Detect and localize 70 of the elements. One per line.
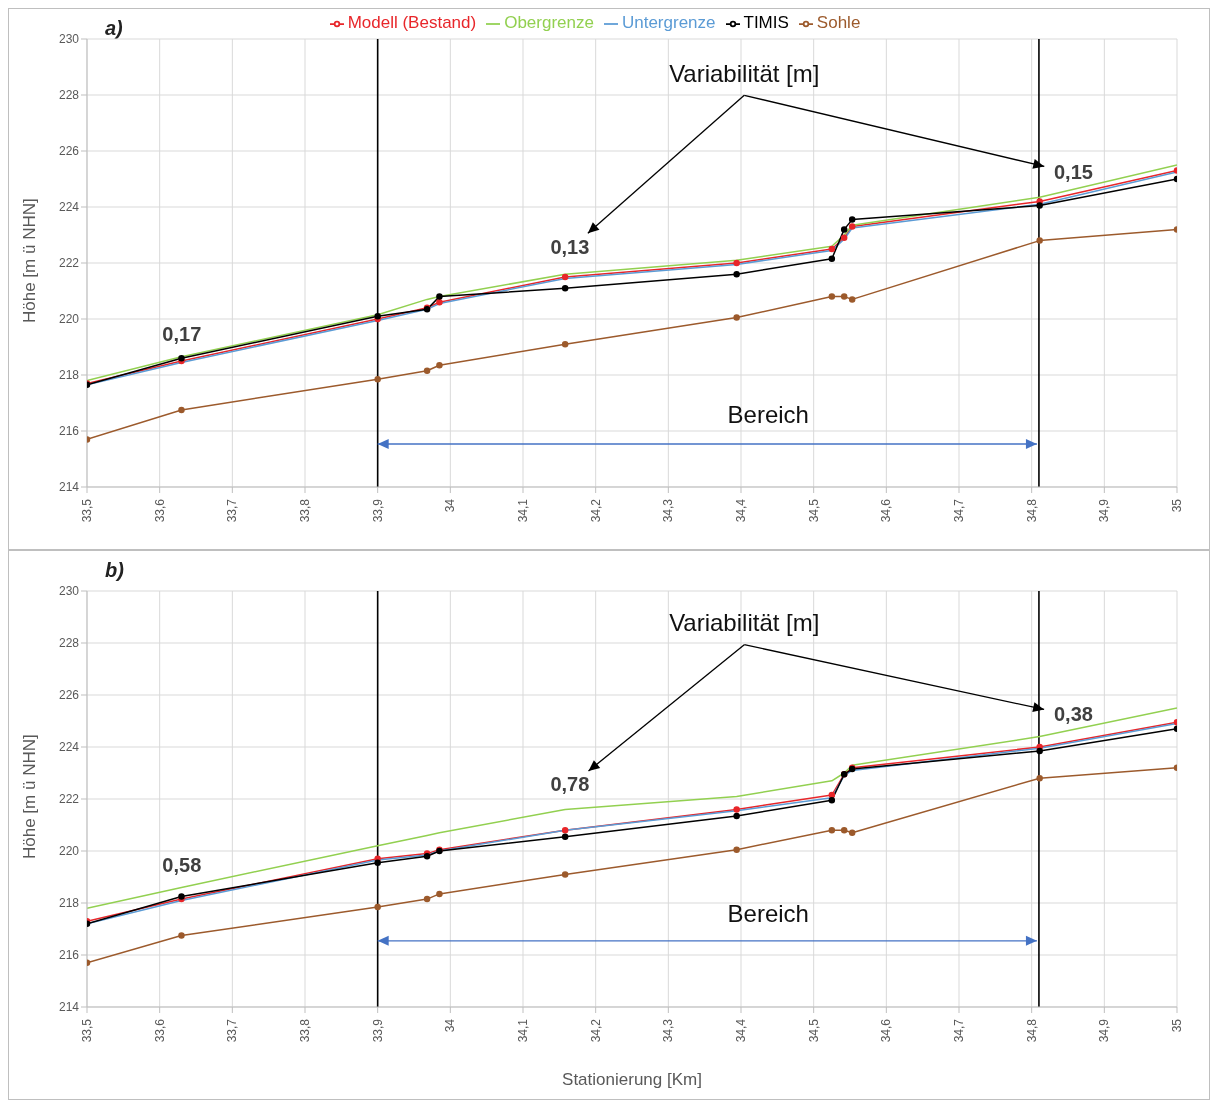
x-tick-label: 34,1 bbox=[516, 1018, 530, 1043]
x-tick-label: 34,5 bbox=[806, 1018, 821, 1043]
x-tick-label: 34,8 bbox=[1024, 498, 1039, 523]
y-tick-label: 222 bbox=[58, 256, 80, 271]
x-tick-label: 35 bbox=[1170, 1018, 1184, 1033]
y-tick-label: 230 bbox=[58, 32, 80, 47]
y-tick-label: 216 bbox=[58, 948, 80, 963]
annotation: 0,15 bbox=[1053, 160, 1093, 183]
y-tick-label: 218 bbox=[58, 368, 80, 383]
y-tick-label: 214 bbox=[58, 480, 80, 495]
legend-label: Modell (Bestand) bbox=[347, 13, 477, 32]
x-tick-label: 34,4 bbox=[734, 1018, 748, 1043]
x-tick-label: 33,8 bbox=[298, 498, 312, 523]
annotation: 0,38 bbox=[1053, 703, 1093, 726]
annotation: Bereich bbox=[727, 900, 809, 928]
annotation: 0,58 bbox=[162, 853, 202, 876]
y-tick-label: 220 bbox=[58, 844, 80, 859]
legend-label: TIMIS bbox=[743, 13, 789, 32]
y-tick-label: 228 bbox=[58, 636, 80, 651]
x-tick-label: 34,5 bbox=[806, 498, 821, 523]
x-tick-label: 34,2 bbox=[588, 1018, 603, 1043]
x-tick-label: 34 bbox=[443, 1018, 458, 1033]
x-tick-label: 34,7 bbox=[952, 498, 966, 523]
y-tick-label: 222 bbox=[58, 792, 80, 807]
x-tick-label: 34,1 bbox=[516, 498, 530, 523]
x-tick-label: 33,6 bbox=[152, 1018, 167, 1043]
x-tick-label: 35 bbox=[1170, 498, 1184, 513]
chart-title: b) bbox=[105, 559, 124, 582]
x-tick-label: 34,6 bbox=[879, 498, 894, 523]
y-tick-label: 224 bbox=[58, 740, 80, 755]
annotation: Variabilität [m] bbox=[669, 609, 820, 637]
x-tick-label: 34,3 bbox=[661, 498, 676, 523]
y-tick-label: 220 bbox=[58, 312, 80, 327]
annotation: Bereich bbox=[727, 401, 809, 429]
x-tick-label: 34 bbox=[443, 498, 458, 513]
x-tick-label: 33,6 bbox=[152, 498, 167, 523]
x-tick-label: 34,6 bbox=[879, 1018, 894, 1043]
y-axis-title: Höhe [m ü NHN] bbox=[20, 734, 40, 859]
y-tick-label: 226 bbox=[58, 144, 80, 159]
y-tick-label: 218 bbox=[58, 896, 80, 911]
x-tick-label: 33,5 bbox=[80, 1018, 94, 1043]
x-tick-label: 34,3 bbox=[661, 1018, 676, 1043]
chart-title: a) bbox=[105, 17, 123, 40]
y-tick-label: 216 bbox=[58, 424, 80, 439]
x-tick-label: 34,4 bbox=[734, 498, 748, 523]
annotation: 0,78 bbox=[550, 773, 590, 796]
x-tick-label: 33,9 bbox=[370, 498, 385, 523]
x-tick-label: 34,9 bbox=[1097, 498, 1112, 523]
legend-label: Obergrenze bbox=[504, 13, 594, 32]
x-axis-title: Stationierung [Km] bbox=[562, 1070, 702, 1089]
y-tick-label: 214 bbox=[58, 1000, 80, 1015]
x-tick-label: 33,7 bbox=[225, 1018, 240, 1043]
x-tick-label: 34,2 bbox=[588, 498, 603, 523]
x-tick-label: 34,7 bbox=[952, 1018, 966, 1043]
annotation: Variabilität [m] bbox=[669, 59, 820, 87]
y-tick-label: 224 bbox=[58, 200, 80, 215]
y-tick-label: 226 bbox=[58, 688, 80, 703]
x-tick-label: 33,5 bbox=[80, 498, 94, 523]
y-tick-label: 230 bbox=[58, 584, 80, 599]
y-axis-title: Höhe [m ü NHN] bbox=[20, 198, 40, 323]
legend-label: Sohle bbox=[816, 13, 861, 32]
x-tick-label: 33,9 bbox=[370, 1018, 385, 1043]
x-tick-label: 34,8 bbox=[1024, 1018, 1039, 1043]
x-tick-label: 34,9 bbox=[1097, 1018, 1112, 1043]
annotation: 0,13 bbox=[550, 236, 590, 259]
legend-label: Untergrenze bbox=[621, 13, 716, 32]
annotation: 0,17 bbox=[162, 323, 202, 346]
x-tick-label: 33,7 bbox=[225, 498, 240, 523]
x-tick-label: 33,8 bbox=[298, 1018, 312, 1043]
y-tick-label: 228 bbox=[58, 88, 80, 103]
